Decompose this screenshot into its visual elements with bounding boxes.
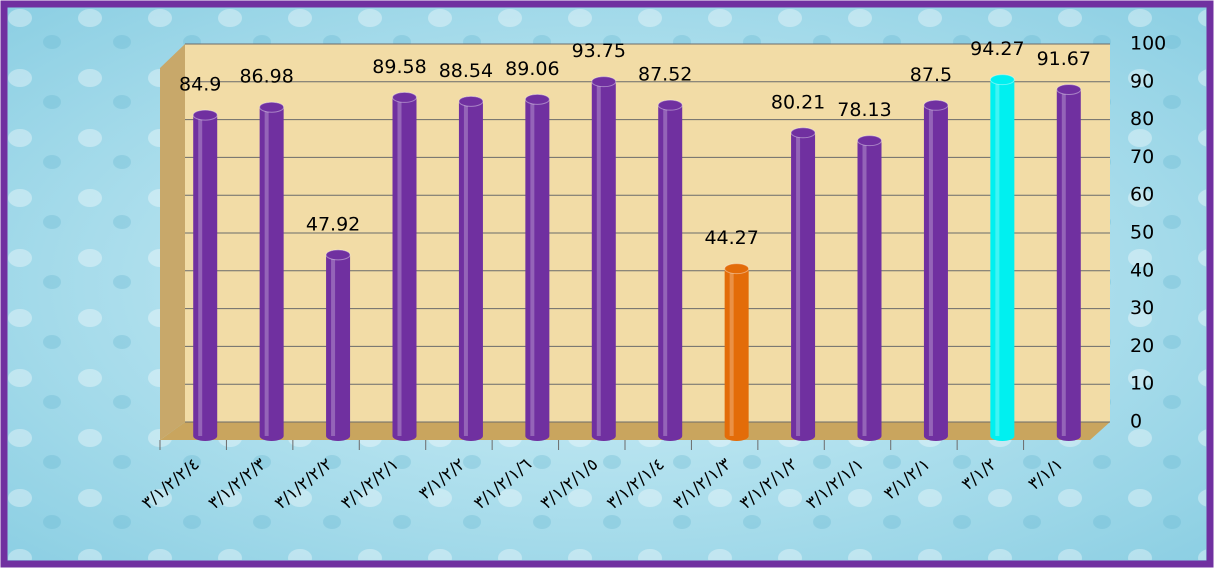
bar-top bbox=[591, 76, 617, 88]
data-label: 88.54 bbox=[439, 60, 493, 82]
bar bbox=[990, 74, 1015, 442]
data-label: 87.5 bbox=[910, 64, 952, 86]
bar bbox=[525, 94, 550, 442]
y-tick-label: 100 bbox=[1130, 33, 1166, 55]
bar-top bbox=[458, 95, 484, 107]
bar bbox=[193, 110, 218, 442]
bar-top bbox=[192, 109, 218, 121]
bar-highlight bbox=[198, 115, 203, 436]
bar-highlight bbox=[331, 254, 336, 436]
bar-top bbox=[790, 127, 816, 139]
bar bbox=[857, 135, 882, 442]
bar-highlight bbox=[862, 140, 867, 437]
y-tick-label: 70 bbox=[1130, 146, 1154, 168]
bar bbox=[658, 100, 683, 442]
data-label: 93.75 bbox=[572, 40, 626, 62]
y-tick-label: 80 bbox=[1130, 108, 1154, 130]
bar bbox=[791, 127, 816, 442]
bar-top bbox=[392, 91, 417, 103]
data-label: 87.52 bbox=[638, 64, 692, 86]
bar-top bbox=[989, 74, 1015, 86]
side-wall bbox=[160, 44, 185, 440]
data-label: 91.67 bbox=[1037, 48, 1091, 70]
bar-top bbox=[325, 249, 351, 261]
bar bbox=[392, 92, 417, 442]
y-tick-label: 20 bbox=[1130, 335, 1154, 357]
bar bbox=[591, 76, 616, 442]
bar bbox=[326, 249, 351, 442]
data-label: 89.58 bbox=[372, 56, 426, 78]
bar-highlight bbox=[530, 99, 535, 436]
y-tick-label: 0 bbox=[1130, 411, 1142, 433]
bar-top bbox=[1056, 83, 1082, 95]
bar bbox=[259, 102, 284, 442]
bar-highlight bbox=[928, 105, 933, 436]
data-label: 94.27 bbox=[970, 38, 1024, 60]
bar-highlight bbox=[663, 105, 668, 436]
y-tick-label: 30 bbox=[1130, 297, 1154, 319]
data-label: 84.9 bbox=[179, 74, 221, 96]
bar bbox=[923, 100, 948, 442]
data-label: 44.27 bbox=[704, 227, 758, 249]
data-label: 89.06 bbox=[505, 58, 559, 80]
bar-highlight bbox=[397, 97, 402, 436]
data-label: 80.21 bbox=[771, 91, 825, 113]
bar-highlight bbox=[463, 101, 468, 437]
y-tick-label: 40 bbox=[1130, 259, 1154, 281]
bar-highlight bbox=[729, 268, 734, 436]
bar-top bbox=[724, 263, 750, 275]
bar bbox=[458, 96, 483, 442]
floor bbox=[160, 422, 1110, 440]
bar-top bbox=[923, 99, 949, 111]
bar-highlight bbox=[264, 107, 269, 436]
bar-top bbox=[657, 99, 683, 111]
bar-top bbox=[259, 101, 285, 113]
data-label: 86.98 bbox=[239, 66, 293, 88]
y-tick-label: 60 bbox=[1130, 184, 1154, 206]
bar-highlight bbox=[596, 81, 601, 436]
bar-highlight bbox=[995, 79, 1000, 437]
y-tick-label: 50 bbox=[1130, 222, 1154, 244]
y-tick-label: 90 bbox=[1130, 70, 1154, 92]
bar bbox=[1056, 84, 1081, 442]
bar-top bbox=[857, 135, 882, 147]
y-tick-label: 10 bbox=[1130, 373, 1154, 395]
data-label: 47.92 bbox=[306, 213, 360, 235]
bar-highlight bbox=[1061, 89, 1066, 436]
bar-top bbox=[524, 93, 550, 105]
bar bbox=[724, 263, 749, 442]
bar-highlight bbox=[796, 132, 801, 436]
data-label: 78.13 bbox=[837, 99, 891, 121]
